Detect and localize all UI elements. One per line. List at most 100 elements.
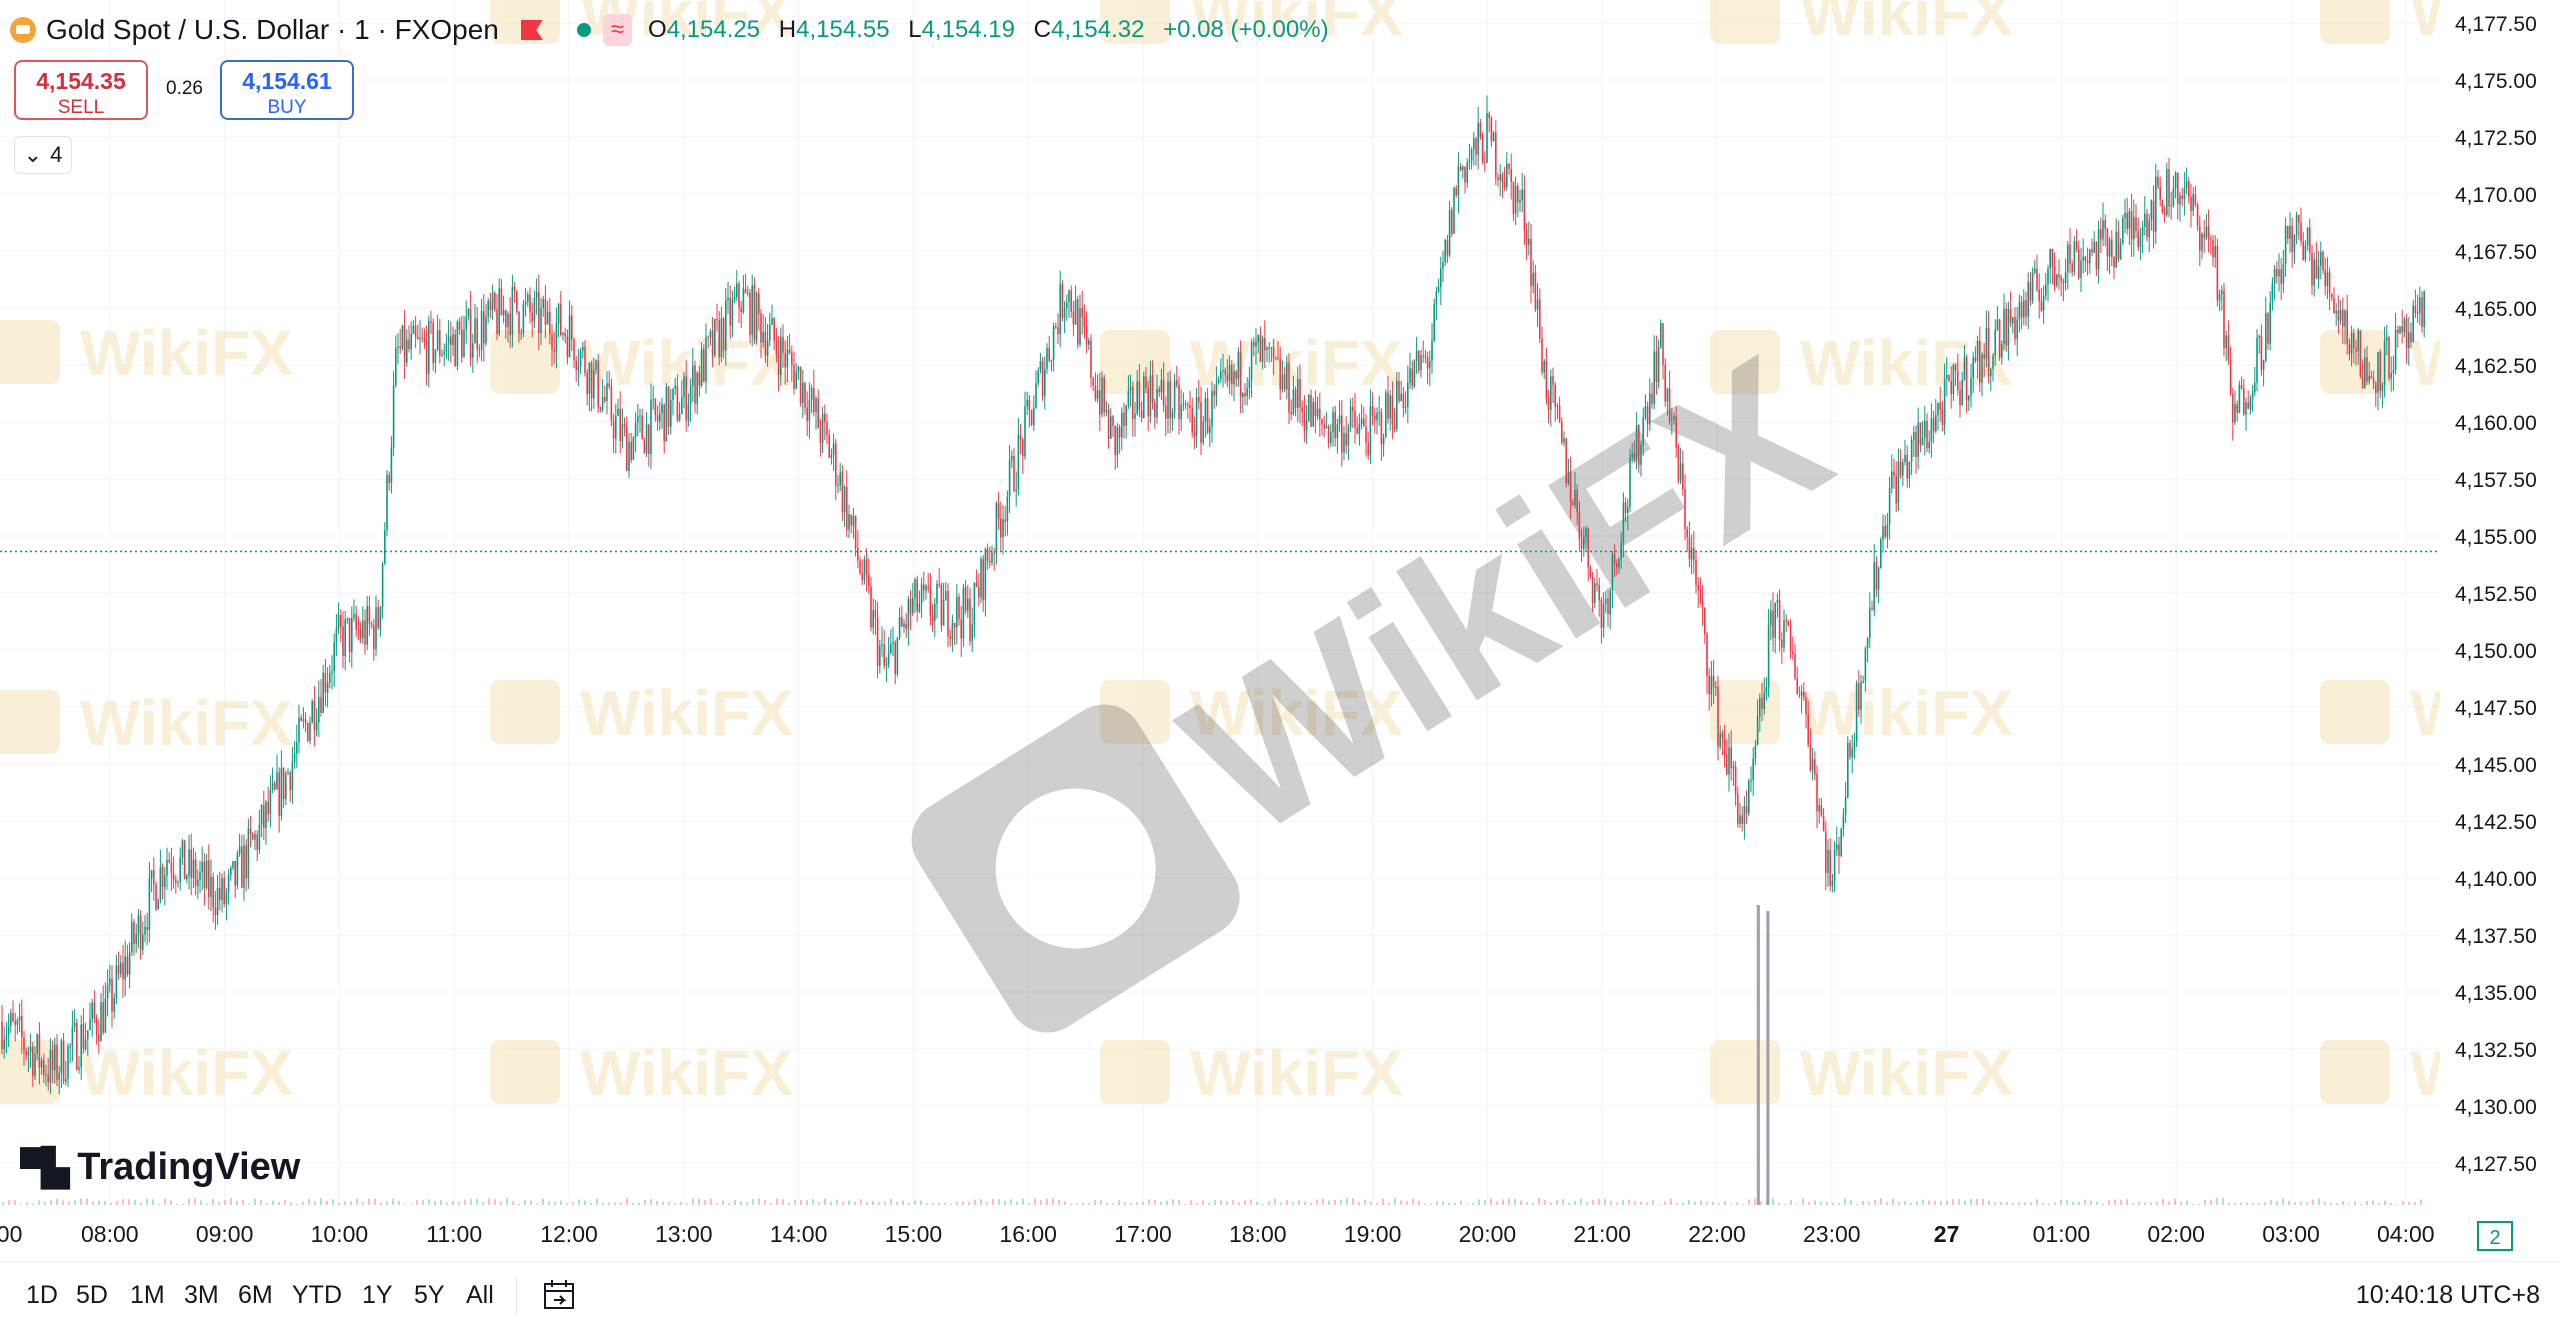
candle (192, 847, 195, 889)
symbol-title[interactable]: Gold Spot / U.S. Dollar · 1 · FXOpen (46, 14, 499, 45)
candle (1286, 355, 1288, 400)
candle (1490, 116, 1493, 148)
range-button-1y[interactable]: 1Y (362, 1281, 393, 1309)
candle-body (1006, 496, 1009, 522)
range-button-1d[interactable]: 1D (26, 1281, 58, 1309)
candle-body (1734, 766, 1737, 795)
candle (509, 297, 511, 349)
candle-body (135, 934, 137, 944)
candle-body (205, 860, 208, 889)
candle-body (291, 761, 294, 791)
candle-body (2408, 332, 2410, 348)
candle-body (700, 348, 703, 386)
candle (511, 274, 514, 348)
wave-icon[interactable]: ≈ (602, 14, 633, 46)
volume-bar (2042, 1203, 2044, 1205)
volume-bar (812, 1199, 814, 1205)
candle (461, 316, 463, 363)
volume-bar (1760, 1201, 1762, 1205)
candle-body (1585, 528, 1587, 538)
volume-bar (968, 1201, 970, 1205)
range-button-1m[interactable]: 1M (130, 1281, 165, 1309)
x-tick-label: 18:00 (1229, 1221, 1287, 1247)
candle-body (1772, 610, 1774, 638)
candle-body (698, 373, 701, 386)
y-tick-label: 4,172.50 (2455, 127, 2537, 150)
candle-body (82, 1024, 85, 1050)
candle-body (2342, 309, 2344, 327)
candle (1717, 676, 1719, 761)
candle (736, 270, 738, 302)
candle (1396, 371, 1398, 432)
flag-icon[interactable] (520, 20, 543, 40)
volume-bar (2300, 1201, 2302, 1205)
candle (1466, 158, 1468, 189)
candle-body (557, 303, 560, 324)
candle-body (115, 965, 118, 998)
candle-body (802, 382, 804, 404)
volume-bar (560, 1200, 562, 1205)
candle (188, 835, 190, 890)
volume-bar (1856, 1203, 1858, 1205)
candle-body (788, 349, 791, 353)
candle-body (1488, 113, 1490, 119)
candle (1253, 337, 1255, 357)
volume-bar (2222, 1198, 2224, 1205)
candle-body (2221, 290, 2223, 295)
candle (2262, 359, 2265, 387)
candle-body (1176, 380, 1178, 385)
candle (859, 556, 861, 576)
candle-body (975, 582, 978, 588)
range-button-5y[interactable]: 5Y (414, 1281, 445, 1309)
candle (863, 555, 866, 585)
candle-body (2348, 343, 2351, 354)
range-button-all[interactable]: All (466, 1281, 494, 1309)
candle (465, 300, 467, 344)
candle-body (307, 723, 309, 741)
candle (1459, 163, 1462, 172)
candle-body (2368, 376, 2370, 382)
candle-body (254, 834, 256, 840)
range-button-3m[interactable]: 3M (184, 1281, 219, 1309)
range-button-ytd[interactable]: YTD (292, 1281, 342, 1309)
volume-bar (1556, 1200, 1558, 1205)
candle-body (1897, 461, 1900, 504)
candle (1554, 381, 1556, 422)
candle (1675, 406, 1677, 458)
volume-bar (1880, 1198, 1882, 1205)
candle (705, 323, 707, 394)
candle-body (610, 386, 613, 422)
buy-button[interactable]: 4,154.61 BUY (220, 60, 354, 120)
sell-button[interactable]: 4,154.35 SELL (14, 60, 148, 120)
candle-body (1301, 407, 1303, 413)
candle-body (758, 293, 760, 314)
calendar-goto-icon[interactable] (542, 1278, 576, 1312)
volume-bar (1160, 1201, 1162, 1205)
candle (608, 370, 610, 390)
candle (2423, 289, 2425, 338)
range-button-6m[interactable]: 6M (238, 1281, 273, 1309)
candle-body (1189, 405, 1191, 409)
indicators-toggle-button[interactable]: ⌄ 4 (14, 136, 72, 174)
candle-body (813, 388, 815, 412)
candle (2408, 317, 2410, 366)
candle-body (821, 413, 824, 444)
tradingview-logo[interactable]: ▀▙ TradingView (20, 1146, 300, 1189)
volume-bar (2354, 1201, 2356, 1205)
candle-body (674, 385, 676, 389)
candle-body (322, 672, 324, 713)
clock-timezone[interactable]: 10:40:18 UTC+8 (2355, 1281, 2540, 1309)
candle (1567, 458, 1570, 486)
candle (918, 590, 921, 614)
candle-body (461, 329, 463, 358)
volume-bar (134, 1199, 136, 1205)
candle-body (1162, 379, 1165, 406)
y-tick-label: 4,132.50 (2455, 1039, 2537, 1062)
candle (2254, 367, 2256, 396)
marks-badge[interactable]: 2 (2476, 1220, 2514, 1260)
candle (168, 852, 170, 864)
candle (909, 590, 912, 631)
volume-bar (1406, 1201, 1408, 1205)
range-button-5d[interactable]: 5D (76, 1281, 108, 1309)
